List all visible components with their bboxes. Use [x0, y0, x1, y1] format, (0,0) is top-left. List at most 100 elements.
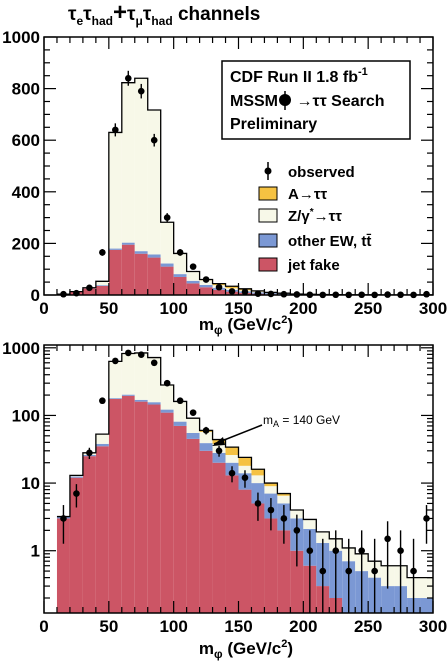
- top-observed-point-85: [150, 133, 158, 147]
- bottom-observed-point-235: [345, 538, 353, 613]
- bottom-bar-other-ew-tt-80: [147, 402, 161, 405]
- bottom-observed-point-225: [332, 530, 340, 613]
- svg-text:A→ττ: A→ττ: [288, 186, 328, 203]
- top-observed-point-145: [228, 288, 236, 295]
- bottom-y-tick-label-10: 10: [21, 474, 40, 493]
- bottom-bar-jet-fake-70: [134, 401, 148, 613]
- bottom-bar-z-210: [316, 531, 330, 544]
- svg-text:Z/γ*→ττ: Z/γ*→ττ: [288, 207, 342, 225]
- top-observed-point-295: [423, 290, 430, 298]
- bottom-bar-jet-fake-20: [69, 477, 83, 613]
- top-y-tick-label-600: 600: [12, 131, 40, 150]
- annotation-arrowhead-icon: [212, 437, 225, 446]
- bottom-observed-point-165: [254, 492, 262, 521]
- bottom-panel-observed-points: [60, 349, 430, 613]
- top-observed-point-55: [112, 123, 119, 137]
- svg-text:mA = 140 GeV: mA = 140 GeV: [263, 413, 340, 429]
- bottom-bar-z-60: [121, 353, 135, 395]
- bottom-observed-point-75: [137, 351, 145, 359]
- bottom-y-tick-label-1: 1: [31, 542, 40, 561]
- top-x-tick-label-0: 0: [39, 299, 48, 318]
- bottom-bar-z-150: [238, 465, 252, 474]
- bottom-observed-point-255: [371, 538, 378, 613]
- bottom-observed-point-175: [267, 498, 275, 531]
- top-bar-jet-fake-50: [108, 249, 122, 295]
- top-bar-jet-fake-80: [147, 257, 161, 295]
- bottom-bar-jet-fake-180: [277, 530, 291, 613]
- svg-text:other EW, tt̄: other EW, tt̄: [288, 233, 372, 250]
- top-bar-other-ew-tt-70: [134, 251, 148, 254]
- bottom-bar-jet-fake-30: [82, 456, 96, 613]
- bottom-bar-jet-fake-190: [290, 550, 304, 613]
- top-panel-axes: 0 50 100 150 200 250 300 0 200 400 600 800 1000: [2, 28, 447, 318]
- top-observed-point-15: [60, 290, 67, 298]
- top-bar-z-60: [121, 82, 135, 243]
- bottom-observed-point-105: [176, 397, 184, 405]
- top-bar-jet-fake-30: [82, 288, 96, 295]
- top-y-tick-label-800: 800: [12, 80, 40, 99]
- top-observed-point-175: [267, 290, 275, 298]
- bottom-bar-a-150: [238, 457, 252, 466]
- bottom-bar-z-100: [173, 401, 187, 422]
- bottom-bar-z-70: [134, 352, 148, 400]
- bottom-bar-a-170: [264, 483, 278, 487]
- bottom-observed-point-215: [319, 538, 327, 613]
- bottom-bar-other-ew-tt-60: [121, 394, 135, 396]
- bottom-stack-outline: [56, 352, 433, 579]
- top-bar-other-ew-tt-120: [199, 284, 213, 288]
- top-observed-point-135: [215, 283, 223, 291]
- top-x-tick-label-100: 100: [159, 299, 187, 318]
- bottom-observed-point-65: [124, 349, 132, 357]
- top-bar-jet-fake-110: [186, 283, 200, 295]
- top-observed-point-155: [241, 288, 249, 296]
- bottom-observed-point-45: [99, 397, 106, 405]
- info-box-line2: MSSM →ττ Search: [230, 93, 385, 110]
- bottom-observed-point-265: [384, 521, 391, 589]
- top-bar-z-110: [186, 271, 200, 281]
- bottom-bar-jet-fake-50: [108, 399, 122, 613]
- bottom-x-tick-label-150: 150: [224, 617, 252, 636]
- bottom-observed-point-135: [215, 445, 223, 457]
- bottom-panel-axes: 0 50 100 150 200 250 300 1 10 100 1000: [2, 339, 447, 636]
- top-bar-other-ew-tt-100: [173, 274, 187, 277]
- top-bar-other-ew-tt-110: [186, 280, 200, 284]
- bottom-bar-other-ew-tt-90: [160, 409, 174, 413]
- info-box-line3: Preliminary: [230, 116, 317, 133]
- top-observed-point-185: [280, 290, 288, 298]
- top-observed-point-75: [137, 83, 145, 99]
- legend-ztautau: Z/γ*→ττ: [258, 207, 342, 225]
- bottom-bar-other-ew-tt-50: [108, 398, 122, 399]
- info-box-line1: CDF Run II 1.8 fb-1: [230, 66, 368, 86]
- bottom-observed-point-85: [150, 359, 158, 367]
- top-observed-point-125: [202, 276, 210, 283]
- legend-other-ew: other EW, tt̄: [258, 233, 372, 250]
- bottom-bar-z-180: [277, 495, 291, 504]
- top-bar-z-100: [173, 253, 187, 275]
- bottom-x-tick-label-250: 250: [354, 617, 382, 636]
- bottom-bar-jet-fake-150: [238, 489, 252, 613]
- bottom-bar-jet-fake-60: [121, 395, 135, 613]
- bottom-x-tick-label-100: 100: [159, 617, 187, 636]
- bottom-x-tick-label-300: 300: [419, 617, 447, 636]
- bottom-bar-other-ew-tt-260: [381, 586, 395, 613]
- bottom-bar-jet-fake-160: [251, 503, 265, 613]
- top-bar-z-40: [95, 281, 109, 286]
- top-panel-linear: 0 50 100 150 200 250 300 0 200 400 600 800 1000 mφ (…: [2, 28, 447, 337]
- top-bar-jet-fake-120: [199, 287, 213, 295]
- bottom-bar-z-140: [225, 455, 239, 463]
- bottom-bar-a-180: [277, 493, 291, 496]
- bottom-bar-jet-fake-100: [173, 425, 187, 613]
- bottom-panel-x-axis-label: mφ (GeV/c2): [199, 638, 293, 661]
- legend-jet-fake: jet fake: [258, 257, 340, 274]
- bottom-bar-other-ew-tt-120: [199, 443, 213, 451]
- bottom-bar-jet-fake-90: [160, 412, 174, 613]
- bottom-bar-z-190: [290, 509, 304, 519]
- top-bar-other-ew-tt-90: [160, 263, 174, 267]
- top-x-tick-label-150: 150: [224, 299, 252, 318]
- top-observed-point-95: [163, 213, 171, 223]
- bottom-bar-z-170: [264, 486, 278, 494]
- top-observed-point-35: [86, 284, 93, 292]
- top-x-tick-label-250: 250: [354, 299, 382, 318]
- top-bar-z-50: [108, 132, 122, 249]
